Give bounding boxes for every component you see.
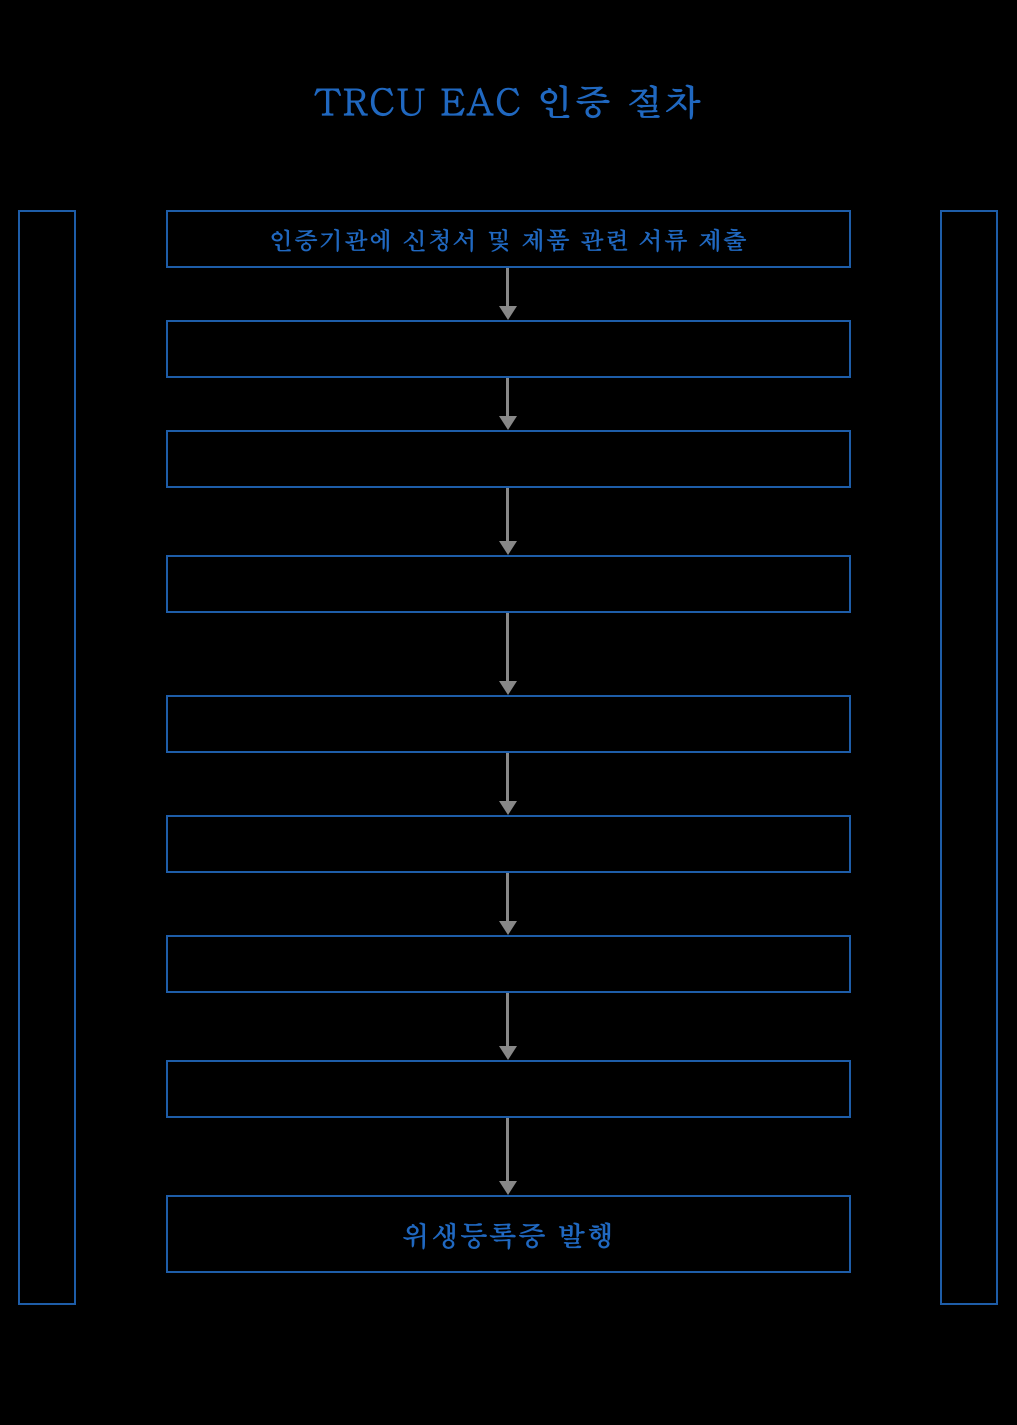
down-arrow-head-7 (499, 1181, 517, 1195)
left-actor-label: 고객 (30, 730, 64, 786)
down-arrow-head-3 (499, 681, 517, 695)
step-box-7: 인증서 초안 발행 및 고객 확인 (166, 1060, 851, 1118)
down-arrow-line-7 (506, 1118, 509, 1181)
down-arrow-line-6 (506, 993, 509, 1046)
step-label: 공장심사 필요 시, 심사 진행 (349, 947, 668, 981)
right-actor-box: 인증기관 (940, 210, 998, 1305)
left-arrow-head-2 (150, 742, 164, 758)
down-arrow-line-0 (506, 268, 509, 306)
left-arrow-line-2 (78, 748, 150, 751)
step-box-6: 공장심사 필요 시, 심사 진행 (166, 935, 851, 993)
left-arrow-head-1 (150, 577, 164, 593)
step-label: 인증기관에 신청서 및 제품 관련 서류 제출 (269, 222, 748, 256)
down-arrow-head-0 (499, 306, 517, 320)
down-arrow-line-3 (506, 613, 509, 681)
down-arrow-head-4 (499, 801, 517, 815)
step-box-2: 적용되는 인증서 유형 확인 (166, 430, 851, 488)
down-arrow-line-2 (506, 488, 509, 541)
right-arrow-line-0 (868, 348, 938, 351)
right-arrow-line-1 (868, 963, 938, 966)
down-arrow-line-1 (506, 378, 509, 416)
right-arrow-head-1 (854, 957, 868, 973)
step-label: 위생등록증 발행 (402, 1214, 615, 1254)
left-arrow-head-0 (150, 232, 164, 248)
step-box-1: 서류 검토 (166, 320, 851, 378)
down-arrow-head-2 (499, 541, 517, 555)
left-arrow-line-0 (78, 238, 150, 241)
step-label: 적용되는 인증서 유형 확인 (358, 442, 660, 476)
left-arrow-line-3 (78, 1233, 150, 1236)
step-label: 샘플 시험 및 공장심사 여부 확인 (324, 567, 694, 601)
step-label: 샘플 시험 필요 시, 샘플 발송 후 시험 및 시험 성적서 발행 (232, 830, 785, 859)
step-box-8: 위생등록증 발행 (166, 1195, 851, 1273)
down-arrow-head-5 (499, 921, 517, 935)
step-box-0: 인증기관에 신청서 및 제품 관련 서류 제출 (166, 210, 851, 268)
step-box-5: 샘플 시험 필요 시, 샘플 발송 후 시험 및 시험 성적서 발행 (166, 815, 851, 873)
down-arrow-line-5 (506, 873, 509, 921)
left-arrow-head-3 (150, 1227, 164, 1243)
diagram-title: TRCU EAC 인증 절차 (0, 75, 1017, 126)
left-arrow-line-1 (78, 583, 150, 586)
step-label: 견적서 발행 및 계약 (395, 707, 622, 741)
down-arrow-line-4 (506, 753, 509, 801)
left-actor-box: 고객 (18, 210, 76, 1305)
right-arrow-head-0 (854, 342, 868, 358)
step-box-3: 샘플 시험 및 공장심사 여부 확인 (166, 555, 851, 613)
down-arrow-head-6 (499, 1046, 517, 1060)
step-box-4: 견적서 발행 및 계약 (166, 695, 851, 753)
right-actor-label: 인증기관 (952, 702, 986, 814)
step-label: 서류 검토 (454, 332, 563, 366)
down-arrow-head-1 (499, 416, 517, 430)
step-label: 인증서 초안 발행 및 고객 확인 (336, 1072, 681, 1106)
